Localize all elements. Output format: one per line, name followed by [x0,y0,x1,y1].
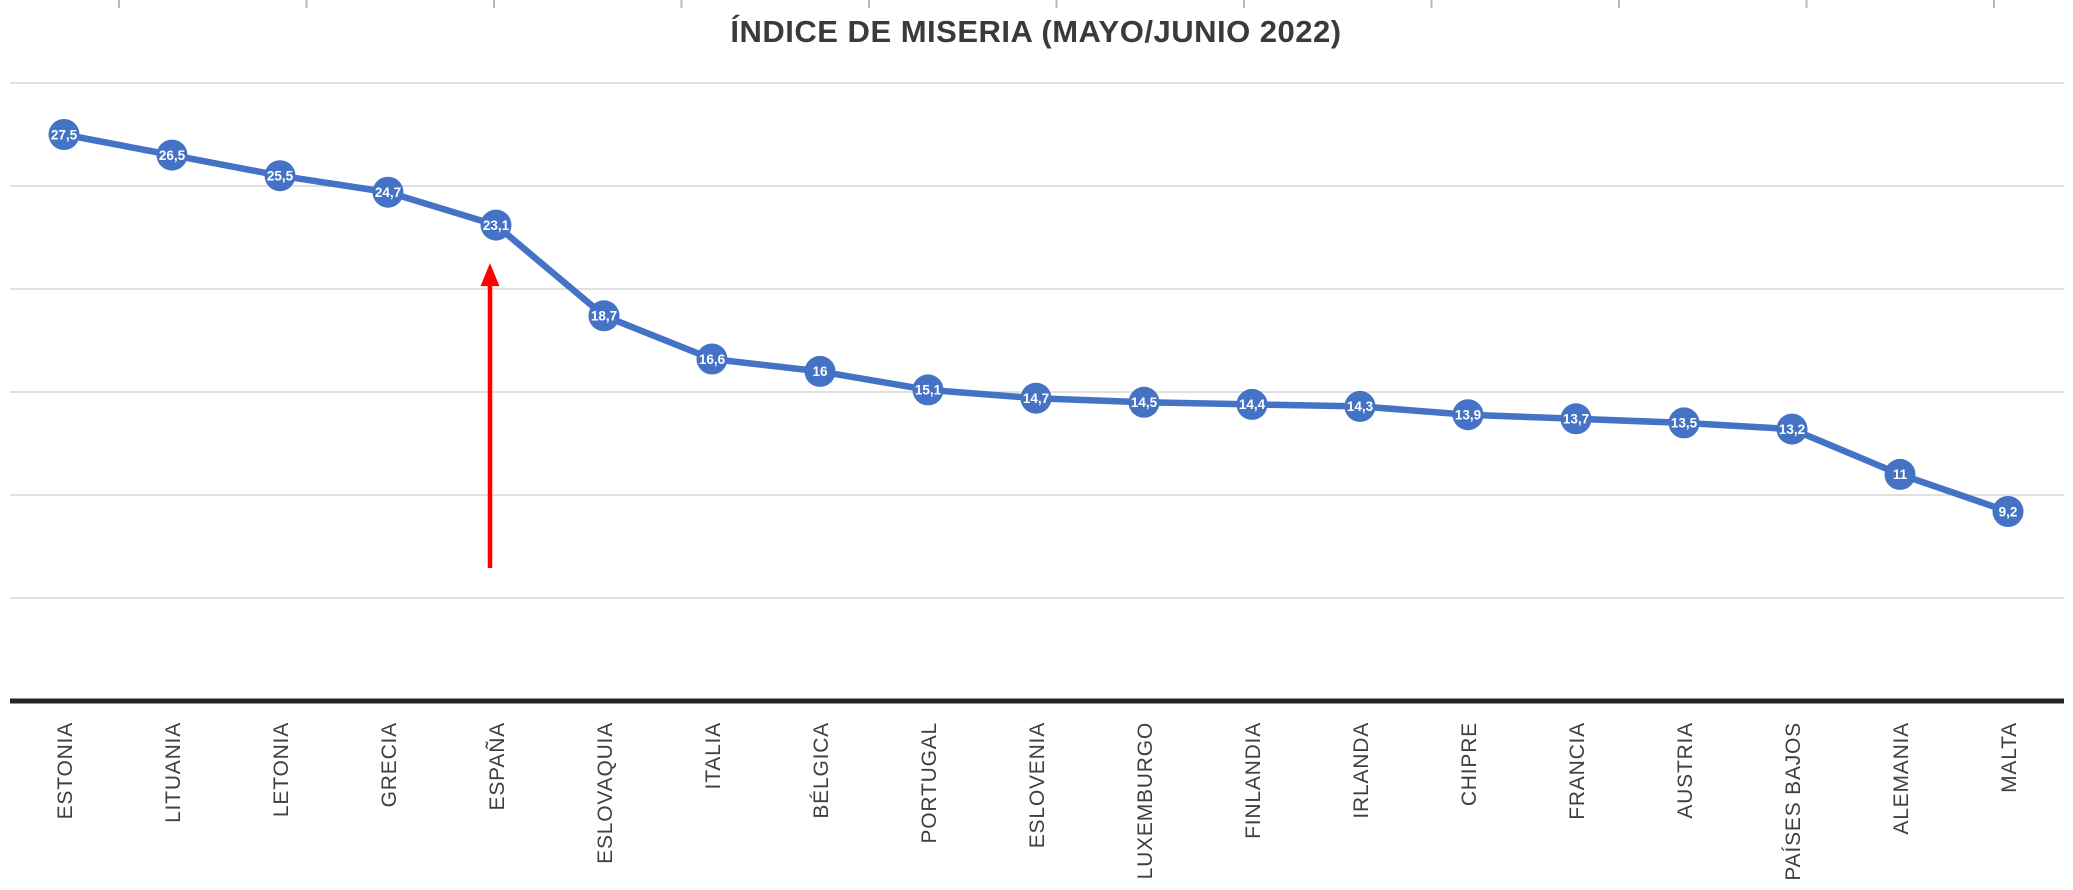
chart-title: ÍNDICE DE MISERIA (MAYO/JUNIO 2022) [730,14,1341,49]
category-label: ESTONIA [54,722,77,819]
data-point-marker [1884,458,1916,490]
worksheet-column-ticks [118,0,1995,8]
data-point-marker [804,355,836,387]
data-point: 26,5 [156,139,188,171]
data-point: 14,3 [1344,390,1376,422]
category-label: LUXEMBURGO [1134,722,1157,879]
data-point-label: 13,7 [1563,412,1589,427]
data-point-marker [48,119,80,150]
category-label: MALTA [1998,722,2021,793]
gridlines [10,82,2064,599]
data-point-label: 13,2 [1779,422,1805,437]
category-label: GRECIA [378,722,401,807]
data-point: 9,2 [1992,496,2024,527]
data-point-marker [912,374,944,406]
data-point: 14,7 [1020,382,1052,414]
data-point: 13,5 [1668,407,1700,439]
data-point-marker [156,139,188,171]
data-point: 14,5 [1128,386,1160,418]
data-point-label: 14,5 [1131,395,1158,410]
data-point-label: 13,5 [1671,416,1698,431]
espana-annotation-arrow [480,263,500,568]
data-point: 27,5 [48,119,80,150]
data-point-label: 9,2 [1999,504,2018,519]
data-point-marker [696,343,728,375]
data-point-marker [1020,382,1052,414]
data-point-marker [588,300,620,332]
data-point-marker [1560,403,1592,435]
data-point-label: 16,6 [699,352,726,367]
data-point: 24,7 [372,176,404,208]
series-line-group [60,131,2012,515]
data-point: 13,9 [1452,399,1484,431]
data-points: 27,5 26,5 25,5 24,7 23,1 18,7 16,6 16 15,1 14,7 14… [48,119,2024,527]
category-label: LETONIA [270,722,293,817]
data-point-marker [264,160,296,192]
data-point-label: 11 [1893,467,1908,482]
data-point-marker [1344,390,1376,422]
data-point: 11 [1884,458,1916,490]
data-point: 13,7 [1560,403,1592,435]
data-point-label: 27,5 [51,127,78,142]
category-label: PORTUGAL [918,722,941,844]
data-point: 15,1 [912,374,944,406]
data-point: 25,5 [264,160,296,192]
category-label: FINLANDIA [1242,722,1265,839]
data-point-marker [1668,407,1700,439]
data-point-label: 26,5 [159,148,186,163]
data-point-label: 23,1 [483,218,510,233]
data-point-label: 14,4 [1239,397,1266,412]
data-point: 13,2 [1776,413,1808,445]
category-label: CHIPRE [1458,722,1481,806]
arrow-head [480,263,500,287]
series-line [60,131,2012,515]
data-point: 16 [804,355,836,387]
category-label: AUSTRIA [1674,722,1697,819]
data-point-label: 18,7 [591,309,617,324]
data-point-marker [1992,496,2024,527]
category-label: ESLOVENIA [1026,722,1049,848]
data-point-marker [1776,413,1808,445]
data-point-marker [1128,386,1160,418]
data-point-label: 16 [812,364,828,379]
data-point-marker [480,209,512,241]
category-label: ESLOVAQUIA [594,722,617,864]
category-label: IRLANDA [1350,722,1373,819]
data-point-marker [1236,388,1268,420]
category-label: PAÍSES BAJOS [1782,722,1805,881]
category-label: FRANCIA [1566,722,1589,820]
data-point-label: 25,5 [267,169,294,184]
data-point: 14,4 [1236,388,1268,420]
data-point-label: 24,7 [375,185,401,200]
data-point: 23,1 [480,209,512,241]
data-point-label: 14,3 [1347,399,1374,414]
category-label: LITUANIA [162,722,185,823]
data-point-marker [1452,399,1484,431]
data-point: 18,7 [588,300,620,332]
category-label: BÉLGICA [810,722,833,819]
category-label: ESPAÑA [485,722,509,810]
data-point-label: 13,9 [1455,408,1481,423]
category-axis-labels: ESTONIA LITUANIA LETONIA GRECIA ESPAÑA ESLOVA… [54,722,2021,881]
category-label: ALEMANIA [1890,722,1913,835]
data-point-marker [372,176,404,208]
data-point-label: 15,1 [915,383,942,398]
category-label: ITALIA [702,722,725,789]
data-point-label: 14,7 [1023,391,1049,406]
data-point: 16,6 [696,343,728,375]
